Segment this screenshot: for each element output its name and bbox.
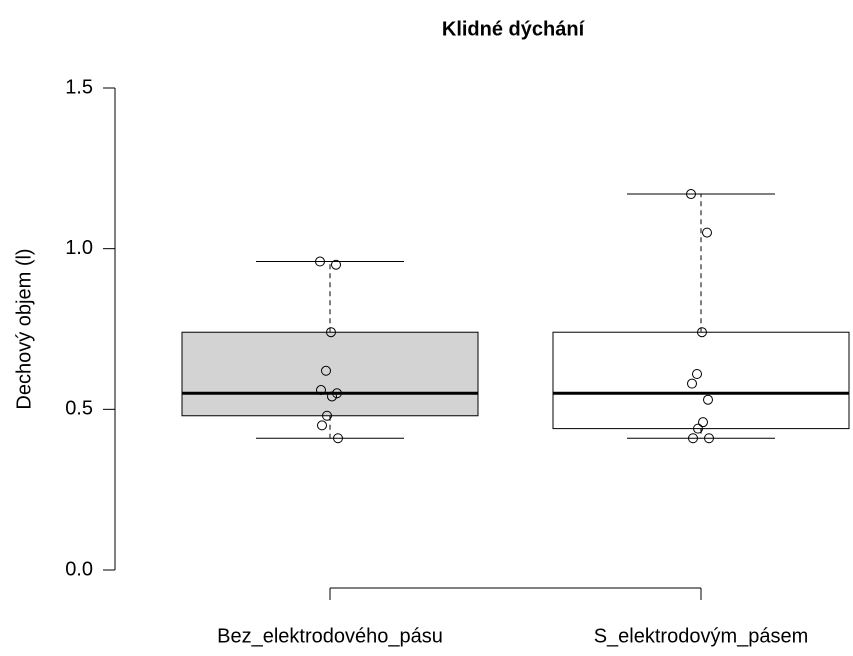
data-point	[702, 227, 712, 238]
data-point	[687, 378, 697, 389]
data-point	[698, 417, 708, 428]
x-tick-label: Bez_elektrodového_pásu	[217, 625, 443, 647]
data-point	[332, 388, 342, 399]
data-point	[327, 391, 337, 402]
data-point	[688, 433, 698, 444]
data-point	[317, 420, 327, 431]
data-point	[692, 368, 702, 379]
data-point	[686, 189, 696, 200]
data-point	[704, 433, 714, 444]
chart-title: Klidné dýchání	[442, 18, 586, 40]
box	[181, 331, 479, 417]
y-tick-label: 0.0	[65, 558, 93, 580]
data-point	[703, 394, 713, 405]
y-axis-label: Dechový objem (l)	[13, 248, 35, 409]
x-tick-label: S_elektrodovým_pásem	[594, 625, 809, 647]
y-tick-label: 1.5	[65, 76, 93, 98]
data-point	[326, 327, 336, 338]
y-tick-label: 0.5	[65, 398, 93, 420]
data-point	[316, 385, 326, 396]
data-point	[333, 433, 343, 444]
data-point	[315, 256, 325, 267]
box	[552, 331, 850, 430]
data-point	[331, 259, 341, 270]
data-point	[321, 365, 331, 376]
data-point	[697, 327, 707, 338]
data-point	[322, 410, 332, 421]
data-point	[693, 423, 703, 434]
y-tick-label: 1.0	[65, 237, 93, 259]
